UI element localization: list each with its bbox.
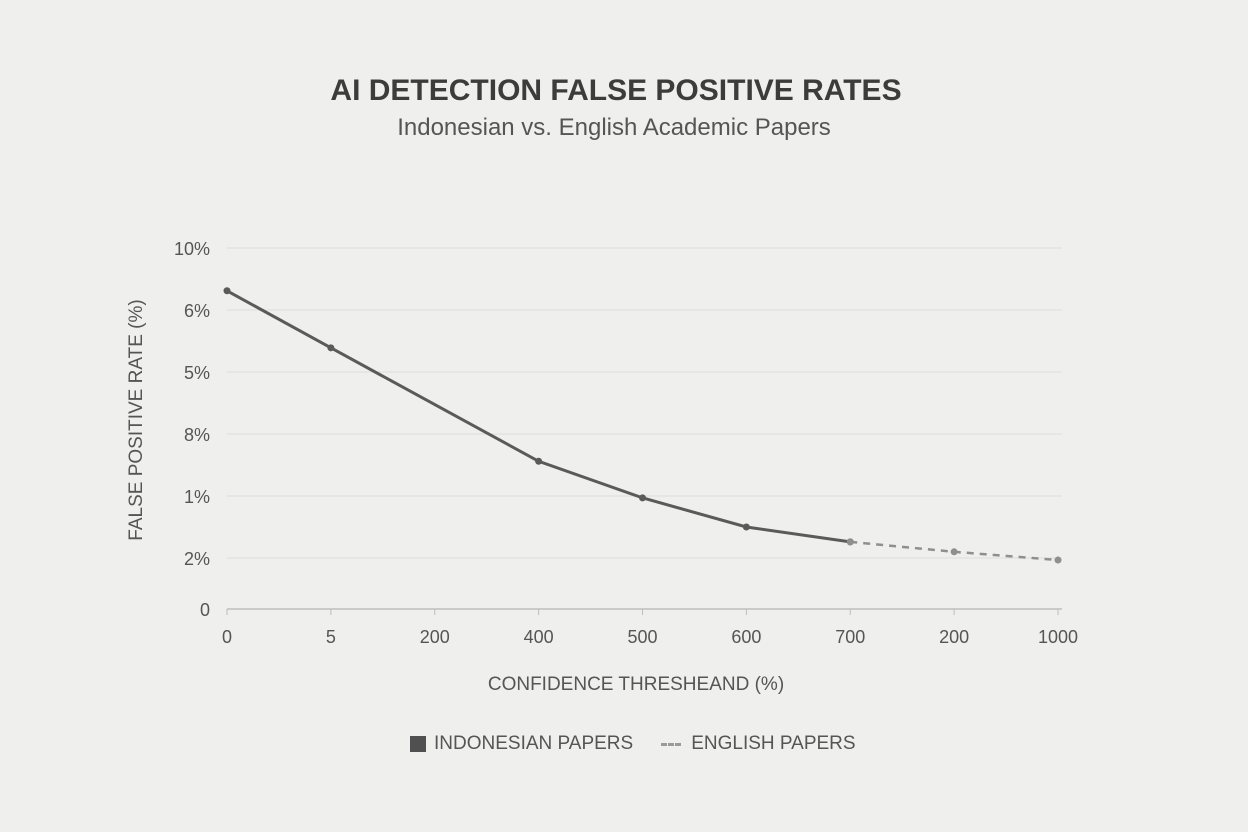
- y-tick-label: 1%: [184, 487, 210, 507]
- series-line-0: [226, 289, 851, 544]
- data-point: [327, 344, 335, 352]
- data-point: [639, 494, 646, 502]
- y-tick-label: 6%: [184, 301, 210, 321]
- data-point: [535, 457, 543, 465]
- y-tick-label: 0: [200, 600, 210, 620]
- y-axis-label: FALSE POSITIVE RATE (%): [126, 299, 147, 540]
- chart-subtitle: Indonesian vs. English Academic Papers: [397, 114, 831, 141]
- data-point: [950, 548, 958, 556]
- x-axis-label: CONFIDENCE THRESHEAND (%): [488, 674, 784, 695]
- legend-swatch-indonesian: [410, 736, 426, 752]
- x-tick-label: 600: [731, 627, 761, 647]
- data-point: [742, 523, 750, 531]
- y-tick-label: 8%: [184, 425, 210, 445]
- x-tick-label: 700: [835, 627, 865, 647]
- legend-label-english: ENGLISH PAPERS: [691, 733, 856, 754]
- legend-swatch-english: [661, 742, 682, 746]
- y-tick-label: 10%: [174, 239, 210, 259]
- chart-title: AI DETECTION FALSE POSITIVE RATES: [330, 74, 902, 107]
- x-tick-label: 400: [524, 627, 554, 647]
- y-tick-label: 5%: [184, 363, 210, 383]
- x-tick-label: 0: [222, 627, 232, 647]
- y-tick-label: 2%: [184, 549, 210, 569]
- data-point: [846, 538, 854, 546]
- legend: INDONESIAN PAPERS ENGLISH PAPERS: [410, 733, 856, 755]
- x-tick-label: 500: [627, 627, 657, 647]
- x-tick-label: 200: [939, 627, 969, 647]
- x-tick-label: 1000: [1038, 627, 1078, 647]
- data-point: [1054, 556, 1062, 564]
- legend-label-indonesian: INDONESIAN PAPERS: [434, 733, 634, 754]
- data-point: [223, 287, 231, 295]
- x-tick-label: 200: [420, 627, 450, 647]
- x-tick-label: 5: [326, 627, 336, 647]
